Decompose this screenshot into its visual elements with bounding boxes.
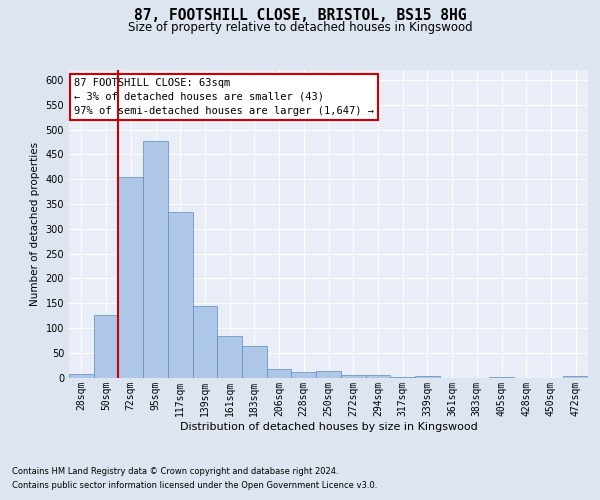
- Text: Distribution of detached houses by size in Kingswood: Distribution of detached houses by size …: [180, 422, 478, 432]
- Bar: [316, 371, 341, 378]
- Bar: [168, 212, 193, 378]
- Bar: [118, 177, 143, 378]
- Bar: [341, 374, 365, 378]
- Bar: [193, 306, 217, 378]
- Bar: [415, 376, 440, 378]
- Bar: [292, 372, 316, 378]
- Bar: [365, 375, 390, 378]
- Bar: [563, 376, 588, 378]
- Bar: [143, 141, 168, 378]
- Text: Contains HM Land Registry data © Crown copyright and database right 2024.: Contains HM Land Registry data © Crown c…: [12, 468, 338, 476]
- Y-axis label: Number of detached properties: Number of detached properties: [30, 142, 40, 306]
- Bar: [242, 346, 267, 378]
- Bar: [217, 336, 242, 378]
- Bar: [267, 368, 292, 378]
- Text: 87 FOOTSHILL CLOSE: 63sqm
← 3% of detached houses are smaller (43)
97% of semi-d: 87 FOOTSHILL CLOSE: 63sqm ← 3% of detach…: [74, 78, 374, 116]
- Text: Size of property relative to detached houses in Kingswood: Size of property relative to detached ho…: [128, 21, 472, 34]
- Bar: [69, 374, 94, 378]
- Text: 87, FOOTSHILL CLOSE, BRISTOL, BS15 8HG: 87, FOOTSHILL CLOSE, BRISTOL, BS15 8HG: [134, 8, 466, 22]
- Bar: [94, 314, 118, 378]
- Text: Contains public sector information licensed under the Open Government Licence v3: Contains public sector information licen…: [12, 481, 377, 490]
